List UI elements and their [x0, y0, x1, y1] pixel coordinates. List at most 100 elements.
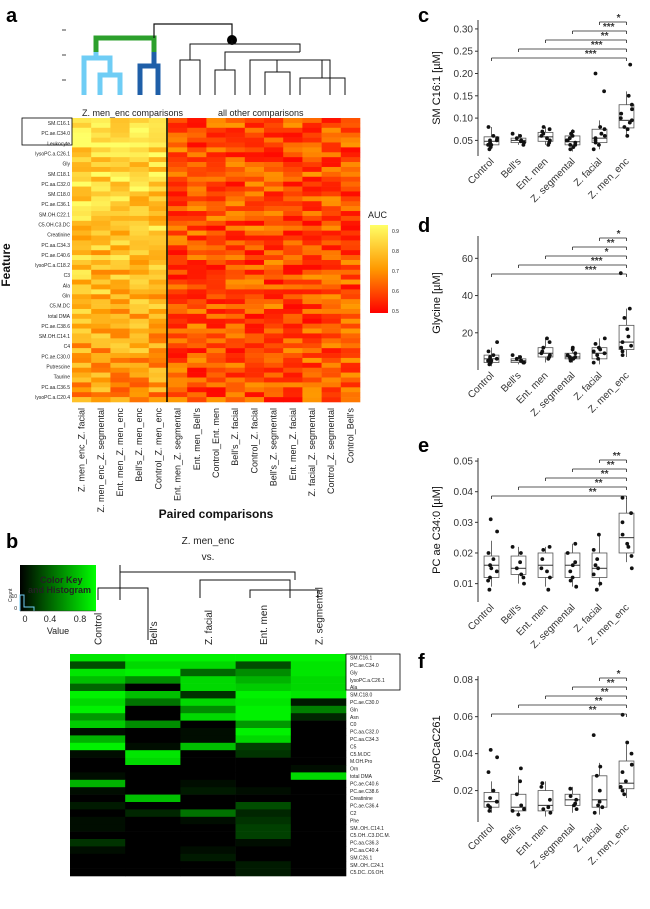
heatmap-a-cell — [321, 255, 342, 261]
heatmap-a-cell — [244, 377, 265, 383]
heatmap-a-cell — [244, 397, 265, 403]
heatmap-a-cell — [187, 387, 207, 393]
auc-legend-tick: 0.6 — [392, 289, 399, 295]
heatmap-a-cell — [244, 304, 265, 310]
heatmap-a-cell — [264, 323, 284, 329]
heatmap-a-cell — [72, 279, 92, 285]
heatmap-a-row-label: lysoPC.a.C18.2 — [35, 263, 70, 269]
heatmap-a-cell — [340, 162, 361, 168]
heatmap-a-cell — [321, 362, 342, 369]
heatmap-a-cell — [340, 328, 361, 334]
heatmap-a-cell — [225, 348, 246, 354]
dendro-right-s3 — [276, 60, 323, 78]
heatmap-b-cell — [70, 735, 126, 744]
data-point — [522, 807, 526, 811]
heatmap-a-cell — [110, 118, 130, 124]
heatmap-a-cell — [225, 171, 246, 178]
heatmap-b-row-label: lysoPC.a.C26.1 — [350, 678, 385, 684]
heatmap-a-cell — [206, 333, 226, 339]
data-point — [510, 353, 515, 357]
heatmap-a-cell — [168, 323, 188, 329]
heatmap-b-cell — [70, 765, 126, 773]
heatmap-b-row-label: PC.aa.C40.4 — [350, 848, 379, 854]
heatmap-a-cell — [225, 201, 246, 207]
heatmap-a-cell — [91, 171, 111, 178]
heatmap-a-cell — [264, 260, 284, 266]
heatmap-a-cell — [264, 201, 284, 207]
data-point — [494, 799, 499, 804]
heatmap-a-cell — [340, 260, 361, 266]
heatmap-a-cell — [244, 367, 265, 373]
data-point — [491, 353, 496, 357]
heatmap-a-cell — [168, 211, 188, 217]
dendro-right-b1 — [179, 59, 201, 95]
heatmap-a-cell — [110, 147, 130, 153]
heatmap-a-cell — [148, 176, 169, 182]
heatmap-a-cell — [340, 362, 361, 369]
heatmap-a-cell — [168, 142, 188, 148]
heatmap-a-cell — [264, 269, 284, 275]
heatmap-a-cell — [321, 235, 342, 241]
heatmap-a-cell — [187, 171, 207, 178]
heatmap-a-cell — [187, 137, 207, 143]
heatmap-a-cell — [168, 392, 188, 398]
significance-label: * — [605, 247, 609, 258]
heatmap-a-cell — [91, 387, 111, 393]
heatmap-b-cell — [180, 779, 236, 788]
heatmap-a-cell — [148, 269, 169, 275]
heatmap-a-cell — [340, 196, 361, 202]
heatmap-a-cell — [206, 118, 226, 124]
data-point — [545, 336, 549, 341]
heatmap-a-cell — [264, 333, 284, 339]
heatmap-a-cell — [264, 186, 284, 192]
data-point — [570, 345, 575, 350]
heatmap-b-cell — [235, 772, 292, 781]
heatmap-a-cell — [264, 215, 284, 222]
heatmap-b-col-label: Z. segmental — [314, 587, 325, 645]
heatmap-a-cell — [168, 328, 188, 334]
heatmap-b-cell — [70, 698, 126, 707]
heatmap-b-cell — [235, 802, 292, 810]
data-point — [547, 545, 552, 549]
heatmap-a-cell — [187, 132, 207, 138]
heatmap-a-cell — [148, 191, 169, 197]
heatmap-a-cell — [129, 166, 150, 173]
heatmap-a-cell — [148, 132, 169, 138]
heatmap-b-cell — [70, 839, 126, 847]
heatmap-a-col-label: Control_Z. segmental — [326, 408, 336, 494]
heatmap-a-cell — [148, 338, 169, 344]
data-point — [488, 805, 492, 810]
heatmap-a-cell — [148, 362, 169, 369]
heatmap-a-col-label: Z. facial_Z. segmental — [307, 408, 317, 497]
heatmap-a-cell — [340, 147, 361, 153]
heatmap-b-cell — [125, 802, 181, 810]
data-point — [630, 118, 634, 123]
data-point — [596, 803, 600, 808]
data-point — [594, 773, 599, 778]
x-category-label: Control — [466, 822, 497, 853]
heatmap-a-cell — [91, 289, 111, 295]
heatmap-b-row-label: SM..OH..C14.1 — [350, 826, 384, 832]
heatmap-a-cell — [283, 166, 303, 173]
heatmap-a-cell — [321, 230, 342, 236]
data-point — [546, 587, 551, 592]
heatmap-a-cell — [168, 166, 188, 173]
data-point — [488, 563, 492, 568]
heatmap-a-cell — [110, 142, 130, 148]
heatmap-a-cell — [148, 225, 169, 231]
heatmap-a-cell — [129, 269, 150, 275]
heatmap-a-col-label: Ent. men_Z. men_enc — [115, 408, 125, 497]
heatmap-a-cell — [264, 328, 284, 334]
heatmap-a-cell — [283, 206, 303, 212]
dendro-left-ticks — [62, 29, 66, 81]
heatmap-a-cell — [302, 260, 322, 266]
heatmap-a-cell — [206, 152, 226, 158]
heatmap-b-cell — [235, 713, 292, 721]
dendro-right-s2 — [224, 51, 300, 70]
y-tick-label: 0.25 — [454, 47, 474, 58]
data-point — [592, 810, 597, 815]
data-point — [574, 584, 579, 589]
heatmap-a-cell — [264, 367, 284, 373]
panel-b-cells — [70, 654, 347, 877]
heatmap-a-cell — [321, 250, 342, 256]
